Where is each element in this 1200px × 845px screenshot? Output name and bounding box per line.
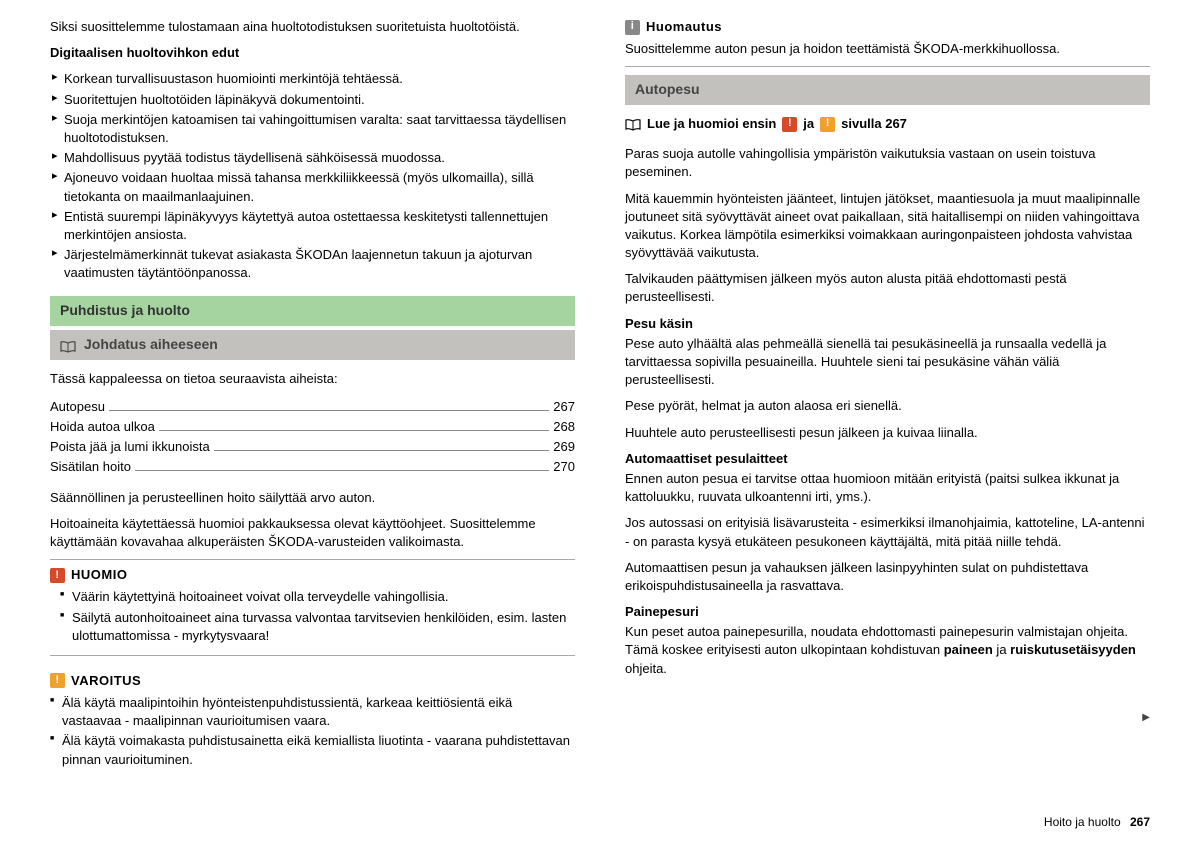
toc-intro: Tässä kappaleessa on tietoa seuraavista …	[50, 370, 575, 388]
varoitus-heading: ! VAROITUS	[50, 672, 575, 690]
toc-page: 270	[553, 458, 575, 476]
section-subtitle: Johdatus aiheeseen	[84, 335, 218, 355]
left-column: Siksi suosittelemme tulostamaan aina huo…	[50, 18, 575, 789]
toc-row: Hoida autoa ulkoa 268	[50, 418, 575, 436]
toc-page: 269	[553, 438, 575, 456]
huomautus-text: Suosittelemme auton pesun ja hoidon teet…	[625, 40, 1150, 67]
hand-wash-heading: Pesu käsin	[625, 315, 1150, 333]
body-text: Pese pyörät, helmat ja auton alaosa eri …	[625, 397, 1150, 415]
page-number: 267	[1130, 815, 1150, 829]
caution-icon: !	[50, 673, 65, 688]
toc-leader	[135, 470, 549, 471]
reference-line: Lue ja huomioi ensin ! ja ! sivulla 267	[625, 115, 1150, 133]
body-text: Pese auto ylhäältä alas pehmeällä sienel…	[625, 335, 1150, 390]
footer-section: Hoito ja huolto	[1044, 815, 1121, 829]
pressure-wash-heading: Painepesuri	[625, 603, 1150, 621]
varoitus-label: VAROITUS	[71, 672, 141, 690]
varoitus-box: ! VAROITUS Älä käytä maalipintoihin hyön…	[50, 666, 575, 779]
text-part: ohjeita.	[625, 661, 667, 676]
list-item: Suoritettujen huoltotöiden läpinäkyvä do…	[50, 91, 575, 109]
list-item: Ajoneuvo voidaan huoltaa missä tahansa m…	[50, 169, 575, 205]
huomautus-label: Huomautus	[646, 18, 722, 36]
toc-page: 267	[553, 398, 575, 416]
book-icon	[60, 339, 76, 351]
huomio-heading: ! HUOMIO	[50, 566, 575, 584]
book-icon	[625, 118, 641, 130]
right-column: i Huomautus Suosittelemme auton pesun ja…	[625, 18, 1150, 789]
page-footer: Hoito ja huolto 267	[1044, 814, 1150, 831]
list-item: Korkean turvallisuustason huomiointi mer…	[50, 70, 575, 88]
toc-label: Sisätilan hoito	[50, 458, 131, 476]
list-item: Väärin käytettyinä hoitoaineet voivat ol…	[60, 588, 575, 606]
body-text: Jos autossasi on erityisiä lisävarusteit…	[625, 514, 1150, 550]
body-text: Automaattisen pesun ja vahauksen jälkeen…	[625, 559, 1150, 595]
text-bold: ruiskutusetäisyyden	[1010, 642, 1136, 657]
body-text: Mitä kauemmin hyönteisten jäänteet, lint…	[625, 190, 1150, 263]
body-text: Huuhtele auto perusteellisesti pesun jäl…	[625, 424, 1150, 442]
toc-row: Sisätilan hoito 270	[50, 458, 575, 476]
huomautus-heading: i Huomautus	[625, 18, 1150, 36]
toc-label: Poista jää ja lumi ikkunoista	[50, 438, 210, 456]
toc-page: 268	[553, 418, 575, 436]
body-text: Ennen auton pesua ei tarvitse ottaa huom…	[625, 470, 1150, 506]
huomio-box: ! HUOMIO Väärin käytettyinä hoitoaineet …	[50, 559, 575, 656]
pressure-wash-text: Kun peset autoa painepesurilla, noudata …	[625, 623, 1150, 678]
toc-row: Autopesu 267	[50, 398, 575, 416]
huomio-list: Väärin käytettyinä hoitoaineet voivat ol…	[50, 588, 575, 645]
body-text: Talvikauden päättymisen jälkeen myös aut…	[625, 270, 1150, 306]
list-item: Järjestelmämerkinnät tukevat asiakasta Š…	[50, 246, 575, 282]
info-icon: i	[625, 20, 640, 35]
section-heading-gray: Johdatus aiheeseen	[50, 330, 575, 360]
digital-heading: Digitaalisen huoltovihkon edut	[50, 44, 575, 62]
digital-list: Korkean turvallisuustason huomiointi mer…	[50, 70, 575, 282]
toc-row: Poista jää ja lumi ikkunoista 269	[50, 438, 575, 456]
warning-icon: !	[782, 117, 797, 132]
ref-text: ja	[803, 115, 814, 133]
huomio-label: HUOMIO	[71, 566, 127, 584]
varoitus-list: Älä käytä maalipintoihin hyönteistenpuhd…	[50, 694, 575, 769]
warning-icon: !	[50, 568, 65, 583]
ref-text: Lue ja huomioi ensin	[647, 115, 776, 133]
body-text: Paras suoja autolle vahingollisia ympäri…	[625, 145, 1150, 181]
auto-wash-heading: Automaattiset pesulaitteet	[625, 450, 1150, 468]
toc-label: Autopesu	[50, 398, 105, 416]
list-item: Älä käytä voimakasta puhdistusainetta ei…	[50, 732, 575, 768]
toc-leader	[159, 430, 549, 431]
text-part: ja	[993, 642, 1010, 657]
caution-icon: !	[820, 117, 835, 132]
list-item: Entistä suurempi läpinäkyvyys käytettyä …	[50, 208, 575, 244]
ref-text: sivulla 267	[841, 115, 907, 133]
continuation-marker-icon: ▶	[1142, 711, 1150, 725]
list-item: Mahdollisuus pyytää todistus täydellisen…	[50, 149, 575, 167]
body-text: Säännöllinen ja perusteellinen hoito säi…	[50, 489, 575, 507]
toc-leader	[109, 410, 549, 411]
list-item: Suoja merkintöjen katoamisen tai vahingo…	[50, 111, 575, 147]
list-item: Säilytä autonhoitoaineet aina turvassa v…	[60, 609, 575, 645]
intro-text: Siksi suosittelemme tulostamaan aina huo…	[50, 18, 575, 36]
list-item: Älä käytä maalipintoihin hyönteistenpuhd…	[50, 694, 575, 730]
toc-leader	[214, 450, 550, 451]
text-bold: paineen	[944, 642, 993, 657]
toc-label: Hoida autoa ulkoa	[50, 418, 155, 436]
section-heading-green: Puhdistus ja huolto	[50, 296, 575, 326]
body-text: Hoitoaineita käytettäessä huomioi pakkau…	[50, 515, 575, 551]
section-heading-gray: Autopesu	[625, 75, 1150, 105]
toc: Autopesu 267 Hoida autoa ulkoa 268 Poist…	[50, 398, 575, 477]
